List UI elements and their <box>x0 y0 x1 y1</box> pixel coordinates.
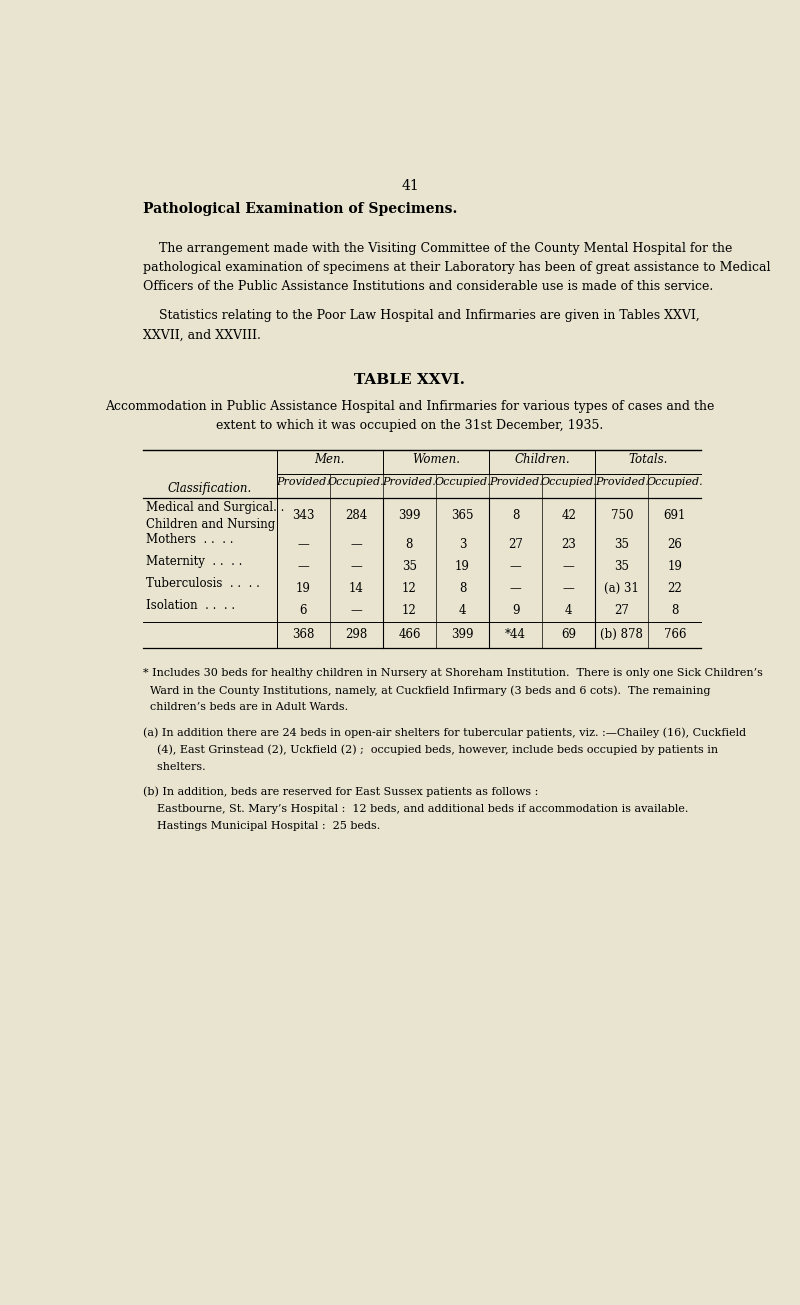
Text: 9: 9 <box>512 604 519 617</box>
Text: (4), East Grinstead (2), Uckfield (2) ;  occupied beds, however, include beds oc: (4), East Grinstead (2), Uckfield (2) ; … <box>143 744 718 756</box>
Text: Occupied.: Occupied. <box>434 478 491 487</box>
Text: 12: 12 <box>402 582 417 595</box>
Text: 365: 365 <box>451 509 474 522</box>
Text: Men.: Men. <box>314 453 345 466</box>
Text: Occupied.: Occupied. <box>328 478 385 487</box>
Text: Maternity  . .  . .: Maternity . . . . <box>146 555 243 568</box>
Text: 27: 27 <box>614 604 630 617</box>
Text: Children and Nursing: Children and Nursing <box>146 518 276 531</box>
Text: —: — <box>298 560 309 573</box>
Text: 298: 298 <box>346 629 367 642</box>
Text: 8: 8 <box>671 604 678 617</box>
Text: 8: 8 <box>512 509 519 522</box>
Text: 750: 750 <box>610 509 633 522</box>
Text: Eastbourne, St. Mary’s Hospital :  12 beds, and additional beds if accommodation: Eastbourne, St. Mary’s Hospital : 12 bed… <box>143 804 689 814</box>
Text: Tuberculosis  . .  . .: Tuberculosis . . . . <box>146 577 260 590</box>
Text: extent to which it was occupied on the 31st December, 1935.: extent to which it was occupied on the 3… <box>216 419 604 432</box>
Text: —: — <box>350 538 362 551</box>
Text: Provided.: Provided. <box>595 478 649 487</box>
Text: 27: 27 <box>508 538 523 551</box>
Text: 368: 368 <box>292 629 314 642</box>
Text: Isolation  . .  . .: Isolation . . . . <box>146 599 236 612</box>
Text: Medical and Surgical. .: Medical and Surgical. . <box>146 501 285 514</box>
Text: 14: 14 <box>349 582 364 595</box>
Text: 69: 69 <box>561 629 576 642</box>
Text: —: — <box>298 538 309 551</box>
Text: 343: 343 <box>292 509 314 522</box>
Text: (a) 31: (a) 31 <box>604 582 639 595</box>
Text: The arrangement made with the Visiting Committee of the County Mental Hospital f: The arrangement made with the Visiting C… <box>143 241 733 254</box>
Text: * Includes 30 beds for healthy children in Nursery at Shoreham Institution.  The: * Includes 30 beds for healthy children … <box>143 668 763 679</box>
Text: *44: *44 <box>505 629 526 642</box>
Text: Hastings Municipal Hospital :  25 beds.: Hastings Municipal Hospital : 25 beds. <box>143 821 381 831</box>
Text: Children.: Children. <box>514 453 570 466</box>
Text: (b) In addition, beds are reserved for East Sussex patients as follows :: (b) In addition, beds are reserved for E… <box>143 787 538 797</box>
Text: Mothers  . .  . .: Mothers . . . . <box>146 532 234 545</box>
Text: 19: 19 <box>455 560 470 573</box>
Text: (b) 878: (b) 878 <box>600 629 643 642</box>
Text: —: — <box>563 560 574 573</box>
Text: 4: 4 <box>458 604 466 617</box>
Text: Provided.: Provided. <box>382 478 436 487</box>
Text: Provided.: Provided. <box>489 478 542 487</box>
Text: Occupied.: Occupied. <box>646 478 703 487</box>
Text: 691: 691 <box>664 509 686 522</box>
Text: 19: 19 <box>667 560 682 573</box>
Text: —: — <box>510 582 522 595</box>
Text: 284: 284 <box>346 509 367 522</box>
Text: —: — <box>563 582 574 595</box>
Text: 35: 35 <box>614 560 630 573</box>
Text: Totals.: Totals. <box>629 453 668 466</box>
Text: 12: 12 <box>402 604 417 617</box>
Text: shelters.: shelters. <box>143 762 206 771</box>
Text: Pathological Examination of Specimens.: Pathological Examination of Specimens. <box>143 202 458 215</box>
Text: 399: 399 <box>451 629 474 642</box>
Text: 3: 3 <box>458 538 466 551</box>
Text: 35: 35 <box>614 538 630 551</box>
Text: 26: 26 <box>667 538 682 551</box>
Text: 22: 22 <box>667 582 682 595</box>
Text: Occupied.: Occupied. <box>540 478 597 487</box>
Text: children’s beds are in Adult Wards.: children’s beds are in Adult Wards. <box>143 702 349 713</box>
Text: 6: 6 <box>299 604 307 617</box>
Text: 41: 41 <box>401 179 419 193</box>
Text: Officers of the Public Assistance Institutions and considerable use is made of t: Officers of the Public Assistance Instit… <box>143 281 714 294</box>
Text: 8: 8 <box>459 582 466 595</box>
Text: 19: 19 <box>296 582 310 595</box>
Text: 4: 4 <box>565 604 573 617</box>
Text: XXVII, and XXVIII.: XXVII, and XXVIII. <box>143 329 262 342</box>
Text: Accommodation in Public Assistance Hospital and Infirmaries for various types of: Accommodation in Public Assistance Hospi… <box>106 399 714 412</box>
Text: Classification.: Classification. <box>168 482 252 495</box>
Text: 23: 23 <box>562 538 576 551</box>
Text: Ward in the County Institutions, namely, at Cuckfield Infirmary (3 beds and 6 co: Ward in the County Institutions, namely,… <box>143 685 711 696</box>
Text: 42: 42 <box>562 509 576 522</box>
Text: —: — <box>350 604 362 617</box>
Text: —: — <box>350 560 362 573</box>
Text: pathological examination of specimens at their Laboratory has been of great assi: pathological examination of specimens at… <box>143 261 771 274</box>
Text: —: — <box>510 560 522 573</box>
Text: (a) In addition there are 24 beds in open-air shelters for tubercular patients, : (a) In addition there are 24 beds in ope… <box>143 727 746 737</box>
Text: 399: 399 <box>398 509 421 522</box>
Text: Women.: Women. <box>412 453 460 466</box>
Text: 35: 35 <box>402 560 417 573</box>
Text: Provided.: Provided. <box>276 478 330 487</box>
Text: 466: 466 <box>398 629 421 642</box>
Text: Statistics relating to the Poor Law Hospital and Infirmaries are given in Tables: Statistics relating to the Poor Law Hosp… <box>143 309 700 322</box>
Text: 766: 766 <box>664 629 686 642</box>
Text: TABLE XXVI.: TABLE XXVI. <box>354 373 466 386</box>
Text: 8: 8 <box>406 538 413 551</box>
